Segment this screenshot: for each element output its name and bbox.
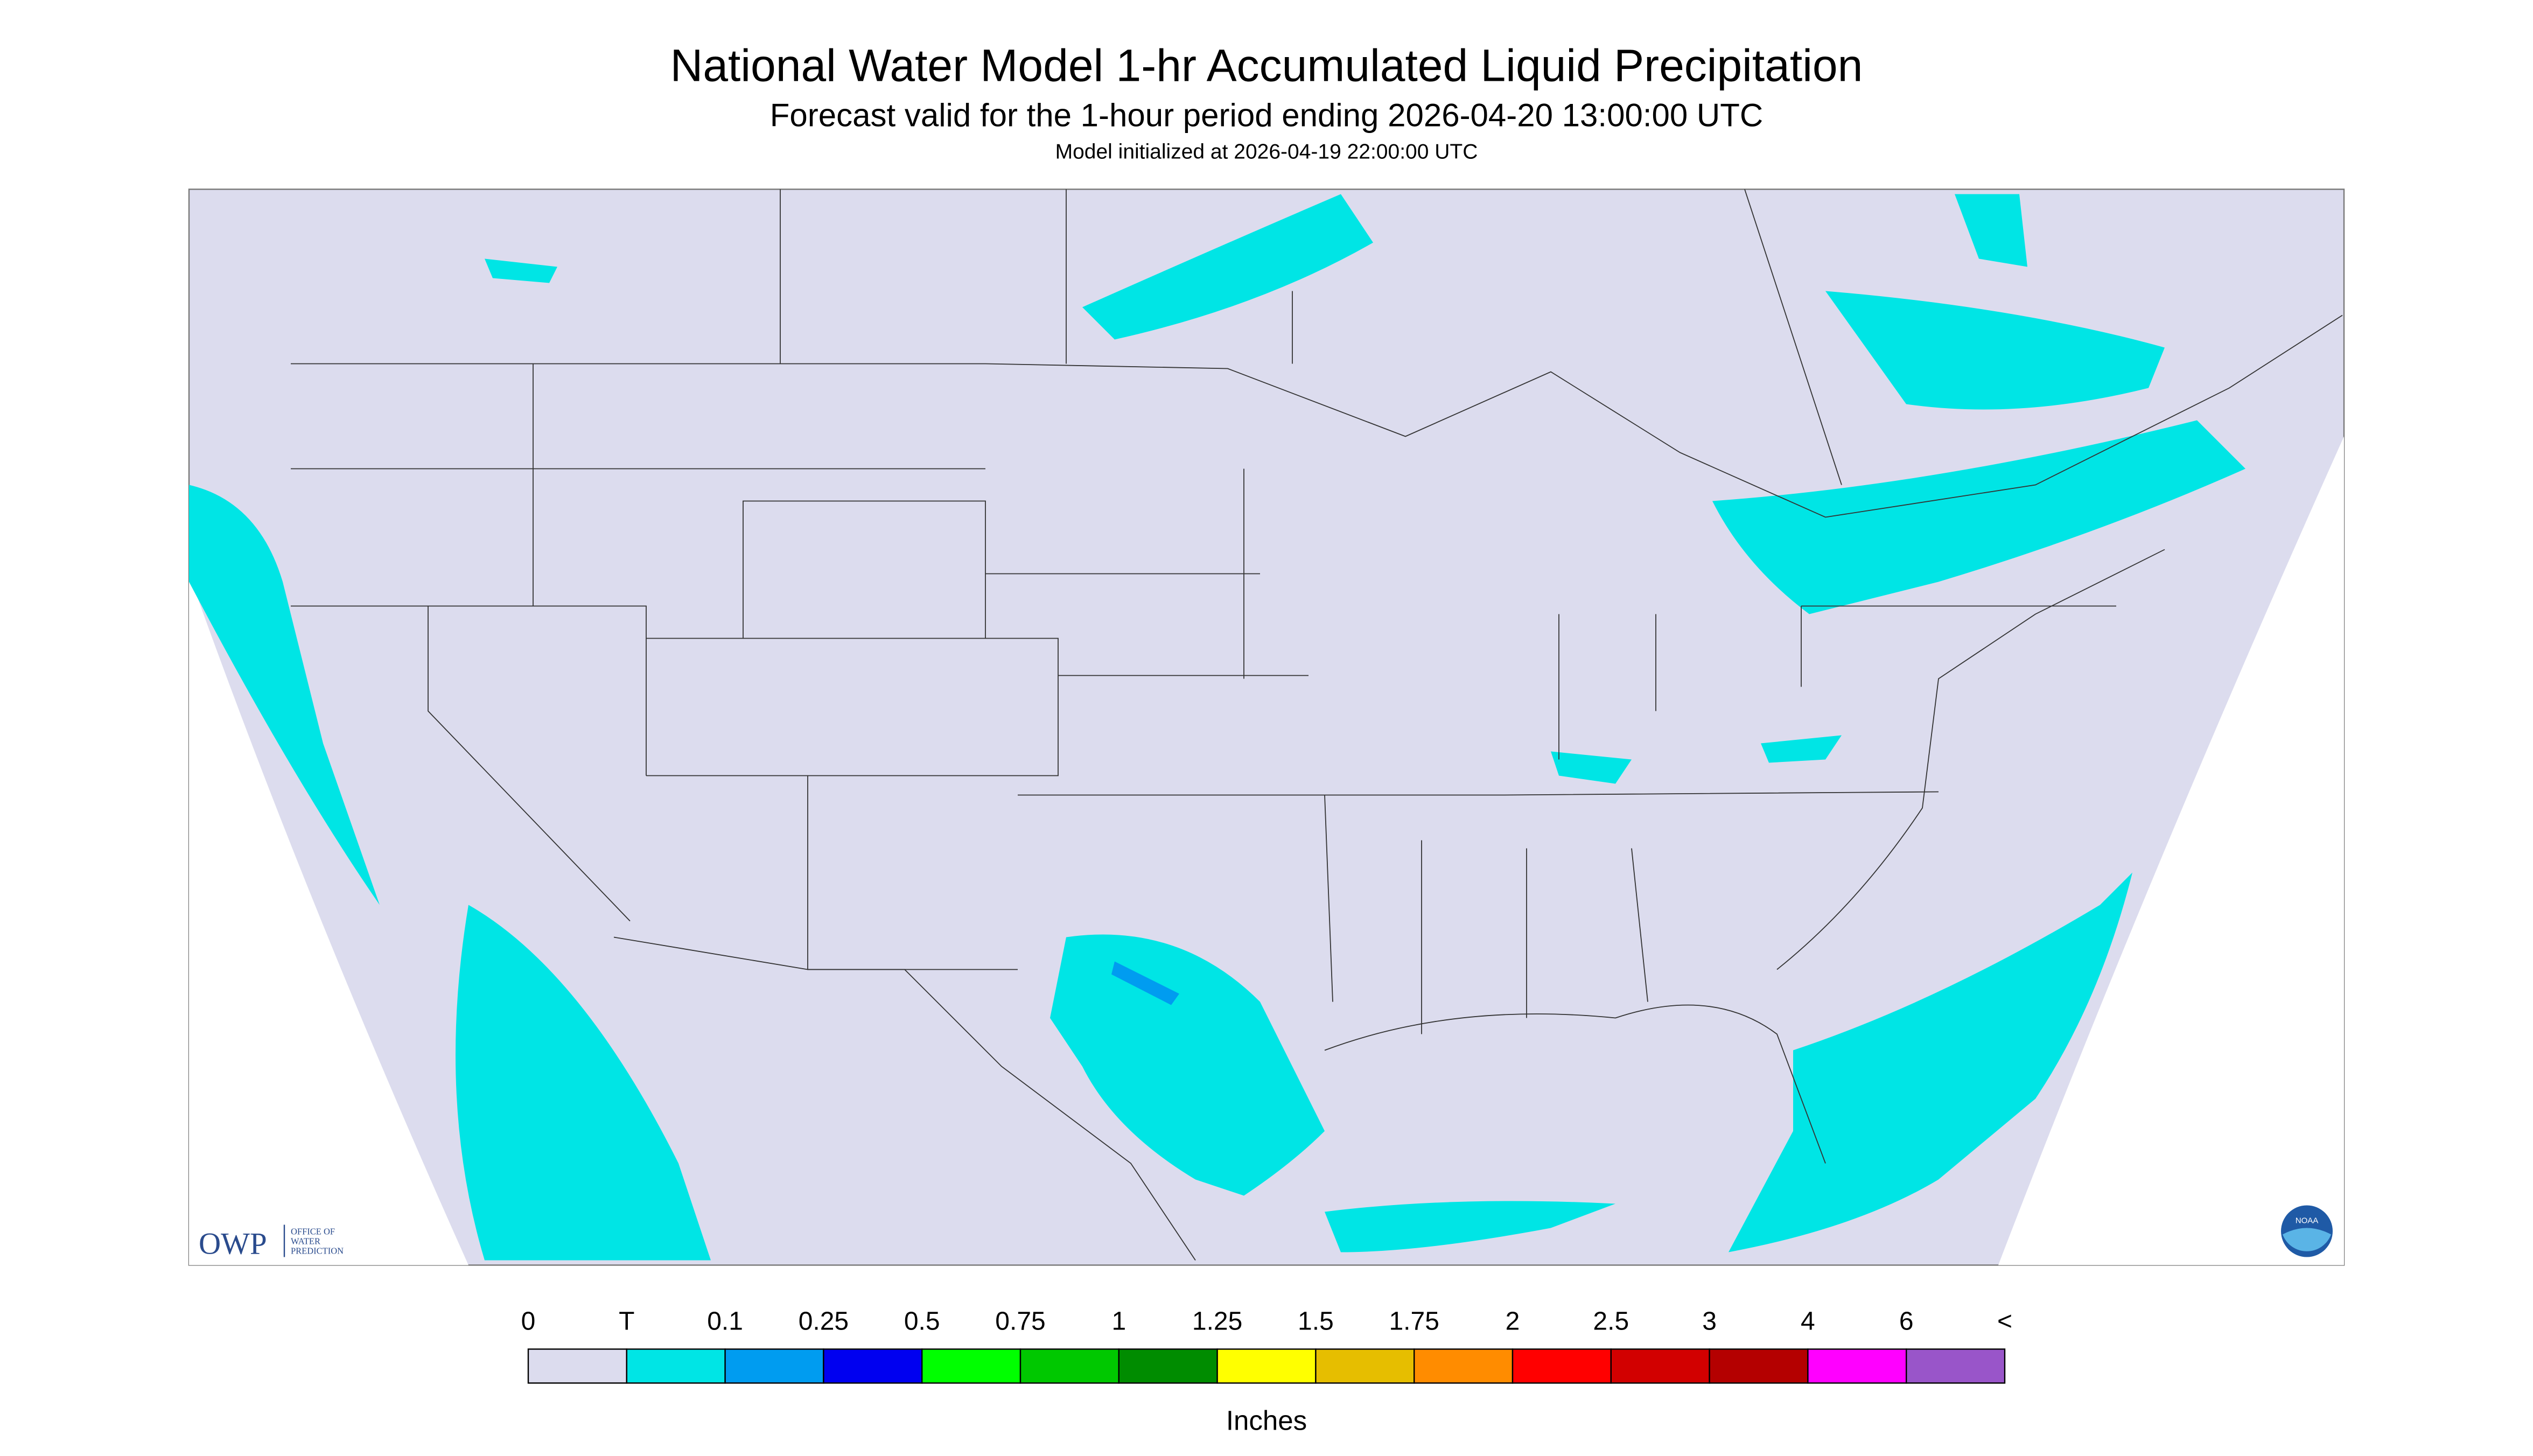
legend-swatch — [1414, 1348, 1514, 1384]
legend-label: < — [1997, 1307, 2012, 1336]
outside-domain-left — [189, 573, 468, 1265]
legend-swatch — [1216, 1348, 1317, 1384]
owp-logo-subtext: OFFICE OF — [291, 1227, 335, 1237]
legend-swatch — [1512, 1348, 1612, 1384]
map — [188, 188, 2345, 1266]
legend-swatch — [1315, 1348, 1415, 1384]
legend-swatch — [1905, 1348, 2006, 1384]
legend-swatch — [724, 1348, 824, 1384]
title: National Water Model 1-hr Accumulated Li… — [670, 40, 1863, 91]
legend-swatch — [1709, 1348, 1809, 1384]
legend-swatch — [921, 1348, 1021, 1384]
legend-label: 1.25 — [1192, 1307, 1242, 1336]
noaa-logo-text: NOAA — [2296, 1216, 2319, 1226]
borders — [291, 189, 2343, 1261]
legend-label: 1.75 — [1389, 1307, 1439, 1336]
outside-domain-right — [1998, 436, 2344, 1265]
legend-label: 0.75 — [995, 1307, 1045, 1336]
legend-label: 0 — [521, 1307, 536, 1336]
legend-label: 1.5 — [1298, 1307, 1334, 1336]
noaa-logo: NOAA — [2281, 1205, 2333, 1257]
owp-logo-text: OWP — [199, 1227, 267, 1261]
legend-label: 0.5 — [904, 1307, 940, 1336]
legend-label: 2 — [1506, 1307, 1520, 1336]
owp-logo-subtext: WATER — [291, 1236, 320, 1247]
legend-label: 3 — [1702, 1307, 1717, 1336]
subtitle: Forecast valid for the 1-hour period end… — [770, 97, 1763, 134]
legend-swatch — [1019, 1348, 1120, 1384]
legend-label: 0.1 — [707, 1307, 743, 1336]
legend-label: 0.25 — [799, 1307, 849, 1336]
legend-swatch — [823, 1348, 923, 1384]
legend-unit: Inches — [1226, 1405, 1307, 1436]
legend: 0 T 0.1 0.25 0.5 0.75 1 1.25 1.5 1.75 2 2.5 3 4 6 < — [521, 1307, 2012, 1384]
legend-label: 1 — [1111, 1307, 1126, 1336]
owp-logo-subtext: PREDICTION — [291, 1246, 344, 1256]
legend-swatch — [1807, 1348, 1907, 1384]
legend-label: 4 — [1801, 1307, 1815, 1336]
legend-label: 2.5 — [1593, 1307, 1629, 1336]
legend-swatch — [1118, 1348, 1218, 1384]
owp-logo: OWP OFFICE OF WATER PREDICTION — [199, 1224, 344, 1261]
legend-swatch — [1610, 1348, 1710, 1384]
precip-areas — [189, 194, 2245, 1261]
legend-label: 6 — [1899, 1307, 1914, 1336]
legend-swatch — [527, 1348, 628, 1384]
init-time: Model initialized at 2026-04-19 22:00:00… — [1055, 141, 1478, 164]
legend-label: T — [619, 1307, 634, 1336]
legend-swatch — [626, 1348, 726, 1384]
